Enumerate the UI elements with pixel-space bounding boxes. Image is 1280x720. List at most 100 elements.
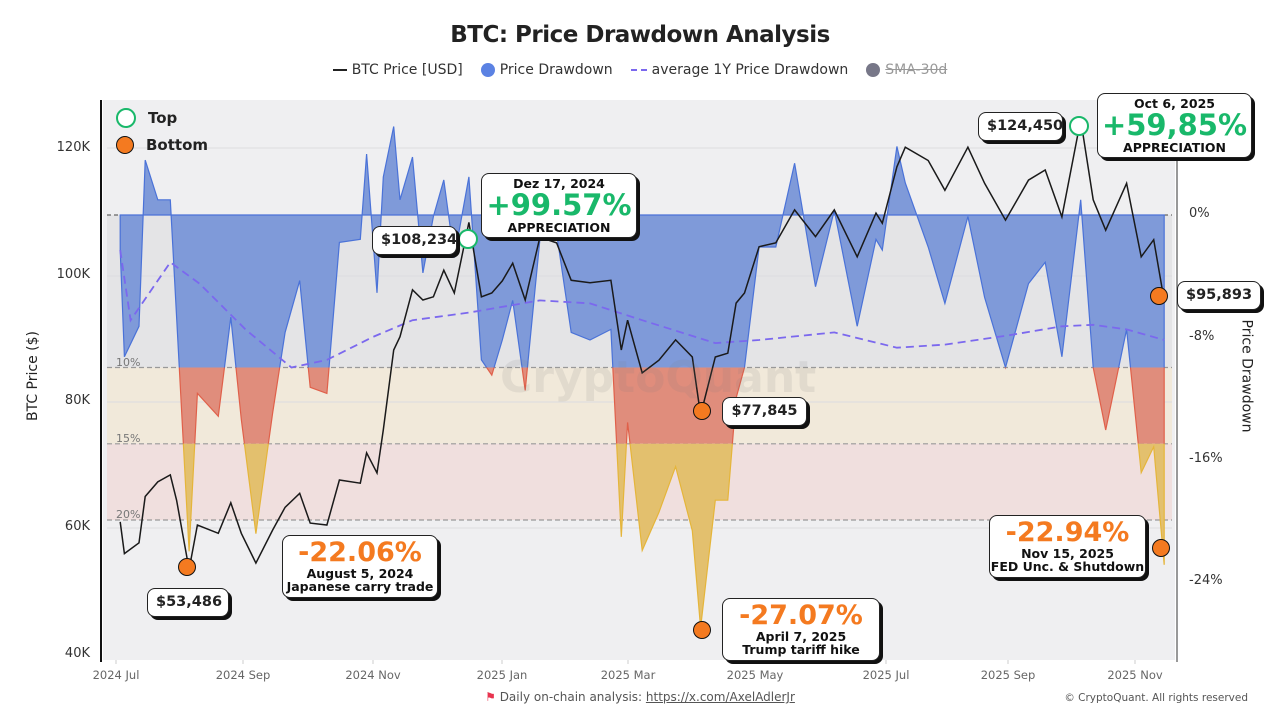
drawdown-point	[966, 215, 969, 218]
top-circle-icon	[116, 108, 136, 128]
average-drawdown-point	[198, 282, 201, 285]
legend-item-price-drawdown[interactable]: Price Drawdown	[480, 62, 613, 78]
price-point	[743, 291, 746, 294]
price-point	[904, 146, 907, 149]
drawdown-point	[156, 198, 159, 201]
drawdown-area-yellow	[182, 443, 1165, 628]
price-point	[927, 159, 930, 162]
x-tick-label: 2025 Jan	[476, 668, 528, 682]
average-drawdown-point	[1060, 325, 1063, 328]
drawdown-point	[620, 535, 623, 538]
bottom-price-marker-apr[interactable]	[693, 402, 711, 420]
drawdown-point	[657, 511, 660, 514]
dash-swatch-icon	[630, 69, 647, 71]
price-point	[421, 298, 424, 301]
price-point	[144, 495, 147, 498]
price-point	[570, 279, 573, 282]
price-point	[501, 279, 504, 282]
price-point	[284, 506, 287, 509]
price-point	[983, 182, 986, 185]
average-drawdown-point	[169, 261, 172, 264]
top-marker-dec[interactable]	[458, 229, 478, 249]
drawdown-point	[365, 153, 368, 156]
drawdown-callout-nov: -22.94% Nov 15, 2025 FED Unc. & Shutdown	[989, 515, 1146, 578]
drawdown-point	[411, 156, 414, 159]
drawdown-point	[1152, 445, 1155, 448]
copyright: © CryptoQuant. All rights reserved	[1064, 692, 1248, 704]
drawdown-point	[325, 392, 328, 395]
average-drawdown-point	[411, 319, 414, 322]
drawdown-point	[943, 302, 946, 305]
price-point	[298, 492, 301, 495]
band-label-20: 20%	[116, 508, 141, 521]
bottom-drawdown-marker-apr[interactable]	[693, 621, 711, 639]
price-callout-nov: $95,893	[1177, 281, 1261, 311]
price-point	[169, 473, 172, 476]
callout-pct: +99.57%	[486, 188, 632, 223]
y-axis-left-title: BTC Price ($)	[25, 331, 41, 421]
legend-item-sma-30d[interactable]: SMA-30d	[866, 62, 947, 78]
drawdown-point	[904, 181, 907, 184]
price-point	[814, 235, 817, 238]
top-marker-oct[interactable]	[1069, 116, 1089, 136]
watermark: CryptoQuant	[500, 352, 817, 403]
bottom-drawdown-marker-nov[interactable]	[1152, 539, 1170, 557]
drawdown-point	[467, 175, 470, 178]
drawdown-point	[432, 215, 435, 218]
y-tick-right: -16%	[1189, 451, 1223, 466]
price-point	[490, 291, 493, 294]
price-point	[674, 338, 677, 341]
legend-item-average-drawdown[interactable]: average 1Y Price Drawdown	[630, 62, 849, 78]
drawdown-point	[490, 374, 493, 377]
drawdown-point	[714, 499, 717, 502]
price-point	[1060, 215, 1063, 218]
drawdown-point	[240, 418, 243, 421]
price-point	[217, 532, 220, 535]
legend-item-btc-price[interactable]: BTC Price [USD]	[332, 62, 463, 78]
bottom-price-marker-nov[interactable]	[1150, 287, 1168, 305]
drawdown-point	[254, 532, 257, 535]
drawdown-point	[169, 198, 172, 201]
price-point	[467, 221, 470, 224]
line-swatch-icon	[332, 69, 347, 71]
price-point	[1104, 229, 1107, 232]
price-point	[1125, 182, 1128, 185]
y-tick-left: 40K	[64, 646, 90, 661]
average-drawdown-point	[641, 319, 644, 322]
price-point	[359, 482, 362, 485]
drawdown-point	[1004, 366, 1007, 369]
callout-date: April 7, 2025	[755, 629, 847, 645]
price-point	[382, 428, 385, 431]
appreciation-callout-oct: Oct 6, 2025 +59,85% APPRECIATION	[1097, 93, 1252, 158]
drawdown-point	[609, 328, 612, 331]
price-point	[137, 541, 140, 544]
key-label: Top	[148, 109, 178, 127]
drawdown-point	[691, 529, 694, 532]
price-point	[1152, 238, 1155, 241]
legend-label: Price Drawdown	[499, 62, 613, 78]
price-point	[1027, 179, 1030, 182]
price-point	[365, 451, 368, 454]
legend-label: average 1Y Price Drawdown	[651, 62, 849, 78]
drawdown-point	[271, 412, 274, 415]
average-drawdown-point	[538, 299, 541, 302]
price-point	[966, 146, 969, 149]
bottom-marker-aug[interactable]	[178, 558, 196, 576]
price-point	[325, 524, 328, 527]
price-point	[856, 255, 859, 258]
drawdown-point	[895, 145, 898, 148]
callout-pct: -27.07%	[739, 600, 863, 631]
drawdown-point	[774, 246, 777, 249]
footer-link[interactable]: https://x.com/AxelAdlerJr	[645, 690, 795, 704]
price-point	[774, 241, 777, 244]
y-tick-left: 100K	[56, 267, 90, 282]
drawdown-point	[480, 358, 483, 361]
average-drawdown-point	[371, 336, 374, 339]
y-tick-right: 0%	[1189, 206, 1210, 221]
price-point	[432, 295, 435, 298]
average-drawdown-point	[1006, 334, 1009, 337]
drawdown-point	[376, 291, 379, 294]
drawdown-point	[398, 198, 401, 201]
y-tick-left: 80K	[64, 393, 90, 408]
legend-label: BTC Price [USD]	[351, 62, 463, 78]
